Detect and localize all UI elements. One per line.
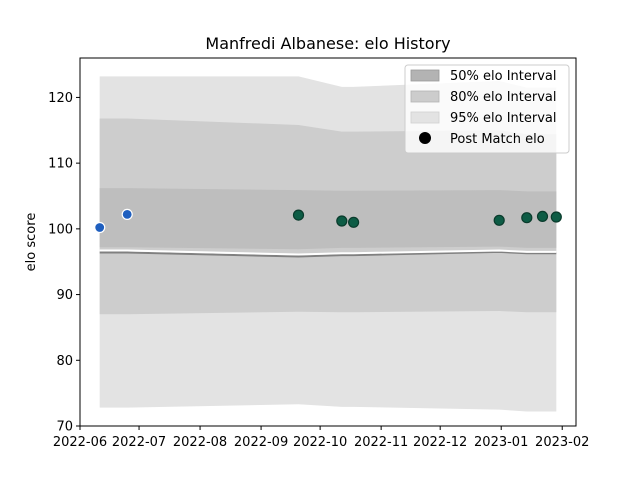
x-tick-label: 2022-10 xyxy=(293,435,347,450)
plot-area xyxy=(94,76,562,412)
y-tick-label: 120 xyxy=(48,91,73,106)
y-tick-label: 70 xyxy=(56,420,73,435)
legend-label-80: 80% elo Interval xyxy=(450,90,557,105)
data-point xyxy=(292,209,305,221)
legend-label-post-match: Post Match elo xyxy=(450,132,545,147)
legend-marker-post-match xyxy=(419,132,431,144)
data-point xyxy=(521,212,533,224)
data-point xyxy=(336,215,348,227)
y-tick-label: 80 xyxy=(56,354,73,369)
lower-line xyxy=(99,250,557,258)
y-axis-label: elo score xyxy=(24,213,39,272)
plot-frame xyxy=(79,57,577,427)
legend-box xyxy=(404,64,570,154)
interval-bands xyxy=(99,76,557,412)
data-point xyxy=(493,214,505,226)
legend-label-95: 95% elo Interval xyxy=(450,111,557,126)
x-tick-label: 2022-06 xyxy=(53,435,107,450)
x-tick-label: 2022-11 xyxy=(354,435,408,450)
legend-label-50: 50% elo Interval xyxy=(450,69,557,84)
x-tick-label: 2022-08 xyxy=(173,435,227,450)
legend-swatch-80 xyxy=(410,90,440,103)
legend-swatch-50 xyxy=(410,69,440,82)
mean-line xyxy=(99,249,557,256)
x-axis: 2022-06 2022-07 2022-08 2022-09 2022-10 2022-… xyxy=(53,426,589,450)
data-point xyxy=(348,216,360,228)
band-50-area xyxy=(99,188,557,250)
y-tick-label: 110 xyxy=(48,157,73,172)
data-point xyxy=(94,221,106,234)
data-point xyxy=(121,208,133,220)
data-point xyxy=(536,210,549,222)
y-tick-label: 90 xyxy=(56,288,73,303)
x-tick-label: 2022-07 xyxy=(112,435,166,450)
x-tick-label: 2022-12 xyxy=(413,435,467,450)
y-tick-label: 100 xyxy=(48,222,73,237)
data-points xyxy=(94,208,562,234)
x-tick-label: 2023-02 xyxy=(535,435,589,450)
data-point xyxy=(550,211,562,223)
x-tick-label: 2022-09 xyxy=(234,435,288,450)
legend-swatch-95 xyxy=(410,111,440,124)
x-tick-label: 2023-01 xyxy=(474,435,528,450)
legend: 50% elo Interval 80% elo Interval 95% el… xyxy=(404,64,570,154)
chart-title: Manfredi Albanese: elo History xyxy=(205,34,450,53)
y-axis: 70 80 90 100 110 120 xyxy=(48,91,80,435)
